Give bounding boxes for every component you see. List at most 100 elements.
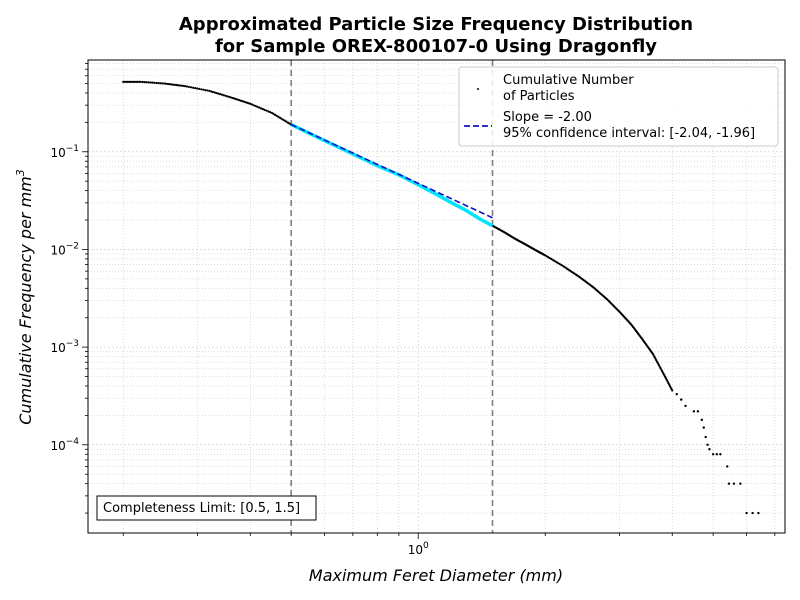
- particle-point: [143, 81, 146, 84]
- particle-point: [211, 90, 215, 94]
- particle-point: [139, 80, 142, 83]
- particle-point: [706, 443, 709, 446]
- particle-point: [277, 115, 280, 118]
- particle-point: [278, 116, 282, 119]
- completeness-label: Completeness Limit: [0.5, 1.5]: [103, 501, 300, 516]
- particle-point: [169, 83, 173, 86]
- particle-point: [704, 435, 707, 439]
- particle-point: [224, 94, 227, 97]
- particle-point: [204, 89, 207, 92]
- particle-point: [270, 111, 273, 114]
- legend-scatter-label-line2: of Particles: [503, 89, 575, 104]
- particle-point: [680, 398, 683, 401]
- particle-point: [700, 418, 704, 422]
- particle-point: [675, 392, 678, 396]
- particle-point: [176, 84, 180, 87]
- particle-point: [258, 106, 261, 109]
- particle-point: [256, 105, 259, 108]
- particle-point: [285, 120, 288, 123]
- particle-point: [213, 91, 216, 94]
- particle-point: [286, 121, 290, 124]
- legend-scatter-marker: [477, 88, 479, 90]
- particle-point: [147, 81, 150, 84]
- particle-point: [263, 108, 266, 111]
- particle-point: [757, 511, 760, 515]
- particle-point: [250, 103, 254, 106]
- particle-point: [259, 107, 263, 110]
- particle-point: [173, 83, 176, 86]
- particle-point: [696, 410, 700, 413]
- particle-point: [153, 81, 156, 84]
- particle-point: [175, 83, 178, 87]
- particle-point: [222, 94, 225, 97]
- particle-point: [228, 95, 231, 98]
- plot-frame: [87, 59, 786, 534]
- particle-point: [155, 81, 158, 85]
- particle-point: [210, 90, 213, 93]
- y-axis-label-main: Cumulative Frequency per mm: [16, 176, 35, 425]
- completeness-annotation: Completeness Limit: [0.5, 1.5]: [96, 495, 317, 521]
- particle-point: [732, 482, 736, 485]
- particle-point: [261, 108, 264, 111]
- particle-point: [226, 95, 229, 98]
- grid: [88, 60, 785, 533]
- particle-point: [280, 117, 283, 120]
- particle-point: [157, 81, 160, 85]
- particle-point: [708, 448, 711, 451]
- particle-point: [219, 93, 222, 96]
- particle-point: [282, 118, 285, 121]
- y-axis-label-sup: 3: [14, 169, 27, 176]
- y-tick-label: 10−3: [50, 339, 79, 355]
- particle-point: [726, 465, 729, 468]
- particle-point: [187, 85, 191, 89]
- particle-point: [692, 410, 696, 413]
- particle-point: [288, 122, 291, 125]
- particle-point: [161, 82, 164, 85]
- particle-point: [171, 83, 174, 86]
- particle-point: [273, 113, 277, 116]
- particle-point: [189, 86, 193, 89]
- particle-point: [206, 89, 209, 92]
- particle-point: [684, 404, 687, 408]
- y-tick-label: 10−4: [50, 437, 79, 453]
- completeness-lines: [290, 60, 494, 533]
- particle-point: [254, 104, 257, 108]
- particle-point: [164, 82, 167, 85]
- particle-point: [265, 109, 268, 112]
- legend-fit-label-line1: Slope = -2.00: [503, 110, 592, 125]
- particle-point: [151, 81, 154, 84]
- particle-point: [215, 91, 218, 95]
- particle-point: [745, 511, 748, 515]
- data-series: [122, 80, 760, 515]
- particle-point: [159, 82, 162, 85]
- chart-title-line2: for Sample OREX-800107-0 Using Dragonfly: [215, 36, 657, 57]
- particle-point: [202, 88, 205, 91]
- particle-point: [141, 80, 144, 84]
- particle-point: [283, 119, 286, 122]
- particle-point: [217, 92, 220, 95]
- particle-point: [208, 89, 211, 92]
- particle-point: [200, 88, 203, 91]
- particle-point: [191, 86, 195, 89]
- particle-point: [275, 114, 278, 117]
- particle-point: [727, 482, 731, 485]
- particle-point: [671, 389, 674, 392]
- legend-box: [458, 66, 779, 147]
- particle-point: [194, 87, 197, 90]
- particle-point: [166, 82, 169, 86]
- particle-point: [145, 81, 148, 84]
- y-tick-label: 10−2: [50, 241, 79, 257]
- legend-scatter-label-line1: Cumulative Number: [503, 73, 634, 88]
- particle-point: [267, 110, 270, 113]
- particle-point: [163, 82, 166, 85]
- particle-point: [180, 84, 183, 87]
- particle-point: [751, 511, 754, 515]
- particle-point: [168, 83, 171, 86]
- particle-point: [183, 85, 187, 88]
- particle-point: [715, 453, 718, 456]
- legend-fit-label-line2: 95% confidence interval: [-2.04, -1.96]: [503, 126, 755, 141]
- particle-point: [149, 81, 152, 84]
- x-tick-label: 100: [408, 541, 429, 557]
- particle-point: [272, 112, 275, 115]
